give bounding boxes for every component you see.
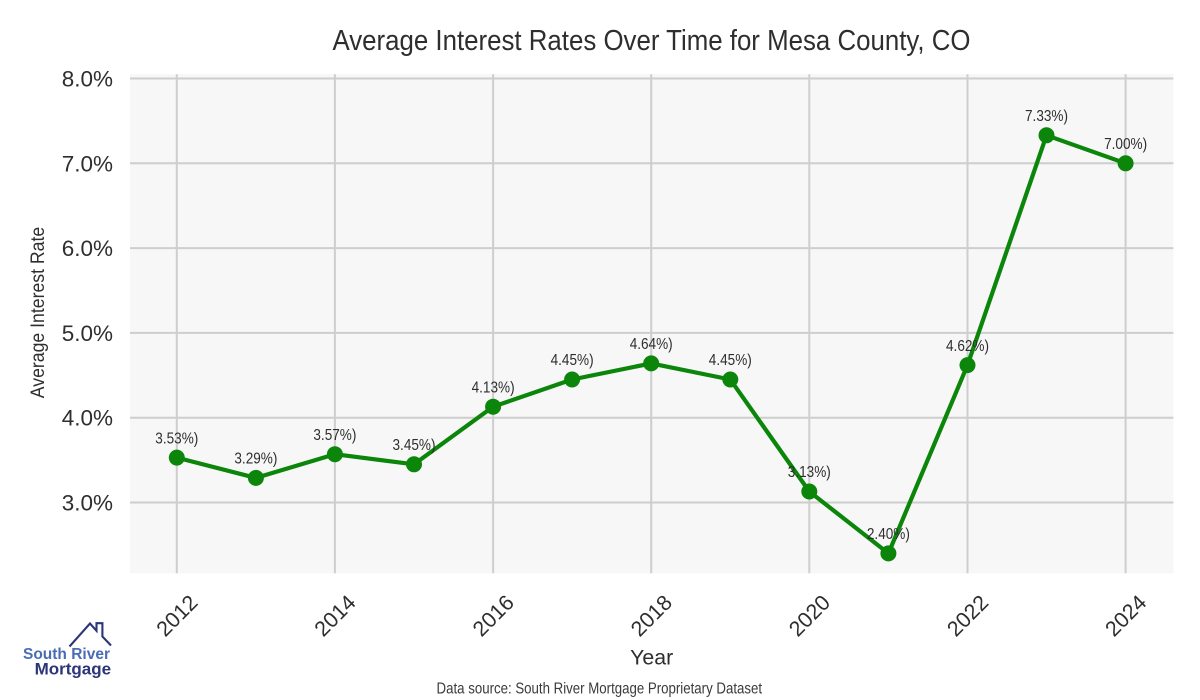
svg-text:Data source: South River Mortg: Data source: South River Mortgage Propri… — [437, 681, 763, 698]
svg-text:Year: Year — [630, 647, 673, 670]
svg-text:3.53%): 3.53%) — [155, 430, 198, 447]
svg-text:4.62%): 4.62%) — [946, 338, 989, 355]
svg-text:4.13%): 4.13%) — [472, 379, 515, 396]
svg-text:2024: 2024 — [1101, 590, 1152, 641]
svg-text:4.0%: 4.0% — [62, 406, 113, 431]
svg-text:2012: 2012 — [152, 590, 203, 641]
svg-text:7.00%): 7.00%) — [1104, 136, 1147, 153]
svg-text:6.0%: 6.0% — [62, 236, 113, 261]
svg-text:2022: 2022 — [942, 590, 993, 641]
svg-text:South River: South River — [23, 646, 110, 663]
svg-text:2020: 2020 — [784, 590, 835, 641]
svg-text:2.40%): 2.40%) — [867, 526, 910, 543]
svg-text:3.29%): 3.29%) — [234, 451, 277, 468]
svg-text:2014: 2014 — [310, 590, 361, 641]
svg-text:5.0%: 5.0% — [62, 321, 113, 346]
svg-text:3.13%): 3.13%) — [788, 464, 831, 481]
svg-text:4.45%): 4.45%) — [709, 352, 752, 369]
svg-text:2018: 2018 — [626, 590, 677, 641]
svg-text:2016: 2016 — [468, 590, 519, 641]
svg-text:Average Interest Rates Over Ti: Average Interest Rates Over Time for Mes… — [333, 25, 971, 57]
svg-text:8.0%: 8.0% — [62, 67, 113, 92]
svg-text:7.33%): 7.33%) — [1025, 108, 1068, 125]
svg-text:7.0%: 7.0% — [62, 151, 113, 176]
svg-text:4.64%): 4.64%) — [630, 336, 673, 353]
svg-text:4.45%): 4.45%) — [551, 352, 594, 369]
svg-text:3.57%): 3.57%) — [313, 427, 356, 444]
svg-text:Average Interest Rate: Average Interest Rate — [28, 227, 49, 398]
svg-text:3.45%): 3.45%) — [393, 437, 436, 454]
svg-text:Mortgage: Mortgage — [35, 660, 112, 679]
svg-text:3.0%: 3.0% — [62, 491, 113, 516]
